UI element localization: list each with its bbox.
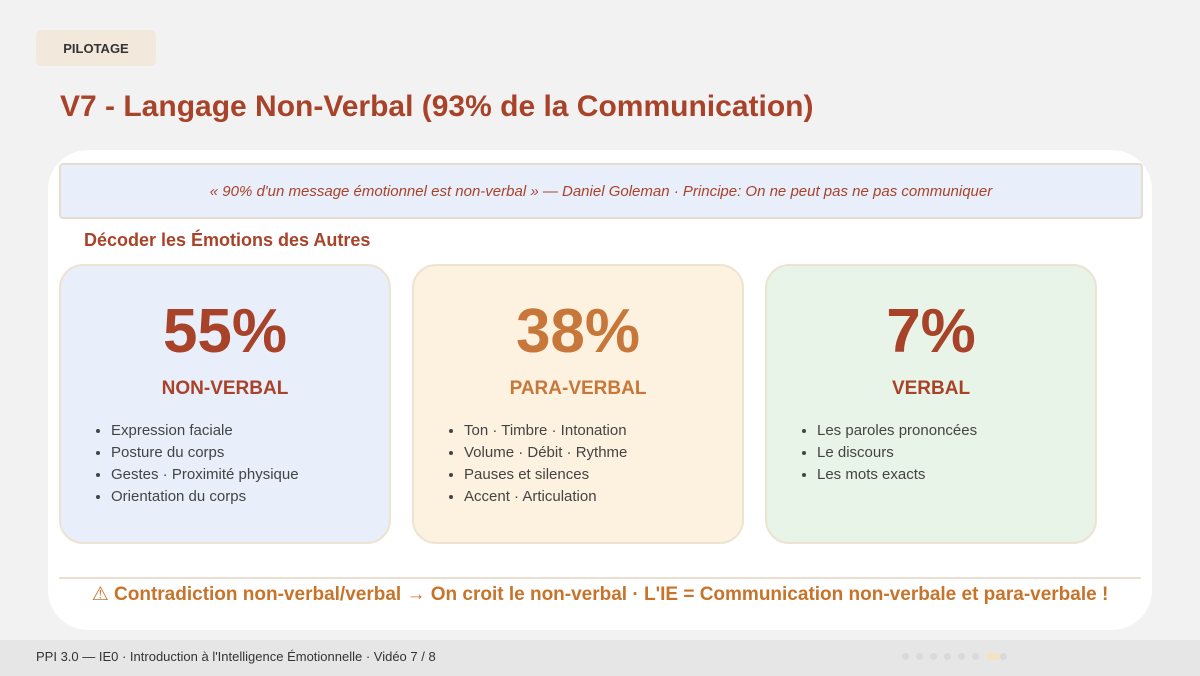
stat-value: 38% (515, 297, 641, 366)
stat-label: NON-VERBAL (161, 378, 289, 399)
bullet-item: Posture du corps (111, 442, 299, 464)
bullet-item: Expression faciale (111, 420, 299, 442)
bullet-item: Orientation du corps (111, 486, 299, 508)
page-dot (916, 653, 923, 660)
divider (59, 577, 1141, 579)
page-dot (986, 653, 1000, 660)
bullet-list: Expression facialePosture du corpsGestes… (87, 420, 299, 508)
bullet-list: Ton · Timbre · IntonationVolume · Débit … (440, 420, 627, 508)
stat-card: 7% VERBAL Les paroles prononcéesLe discour… (765, 264, 1097, 544)
stat-card: 38% PARA-VERBAL Ton · Timbre · IntonationV… (412, 264, 744, 544)
bullet-item: Les paroles prononcées (817, 420, 977, 442)
stat-value: 7% (886, 297, 976, 366)
bullet-item: Volume · Débit · Rythme (464, 442, 627, 464)
stat-label: PARA-VERBAL (509, 378, 647, 399)
bullet-item: Gestes · Proximité physique (111, 464, 299, 486)
bullet-item: Ton · Timbre · Intonation (464, 420, 627, 442)
footer-text: PPI 3.0 — IE0 · Introduction à l'Intelli… (36, 649, 436, 664)
bullet-item: Accent · Articulation (464, 486, 627, 508)
quote-box: « 90% d'un message émotionnel est non-ve… (59, 163, 1143, 219)
bullet-item: Les mots exacts (817, 464, 977, 486)
bullet-list: Les paroles prononcéesLe discoursLes mot… (793, 420, 977, 486)
page-dot (944, 653, 951, 660)
bullet-item: Le discours (817, 442, 977, 464)
stat-label: VERBAL (891, 378, 971, 399)
section-title: Décoder les Émotions des Autres (84, 230, 371, 250)
warning: ⚠ Contradiction non-verbal/verbal → On c… (91, 584, 1109, 605)
page-dot (958, 653, 965, 660)
page-dot (1000, 653, 1007, 660)
bullet-item: Pauses et silences (464, 464, 627, 486)
section-tag: PILOTAGE (36, 30, 156, 66)
stat-value: 55% (162, 297, 288, 366)
page-dot (972, 653, 979, 660)
page-dot (930, 653, 937, 660)
page-dot (902, 653, 909, 660)
stat-card: 55% NON-VERBAL Expression facialePosture d… (59, 264, 391, 544)
slide-title: V7 - Langage Non-Verbal (93% de la Commu… (60, 90, 814, 123)
